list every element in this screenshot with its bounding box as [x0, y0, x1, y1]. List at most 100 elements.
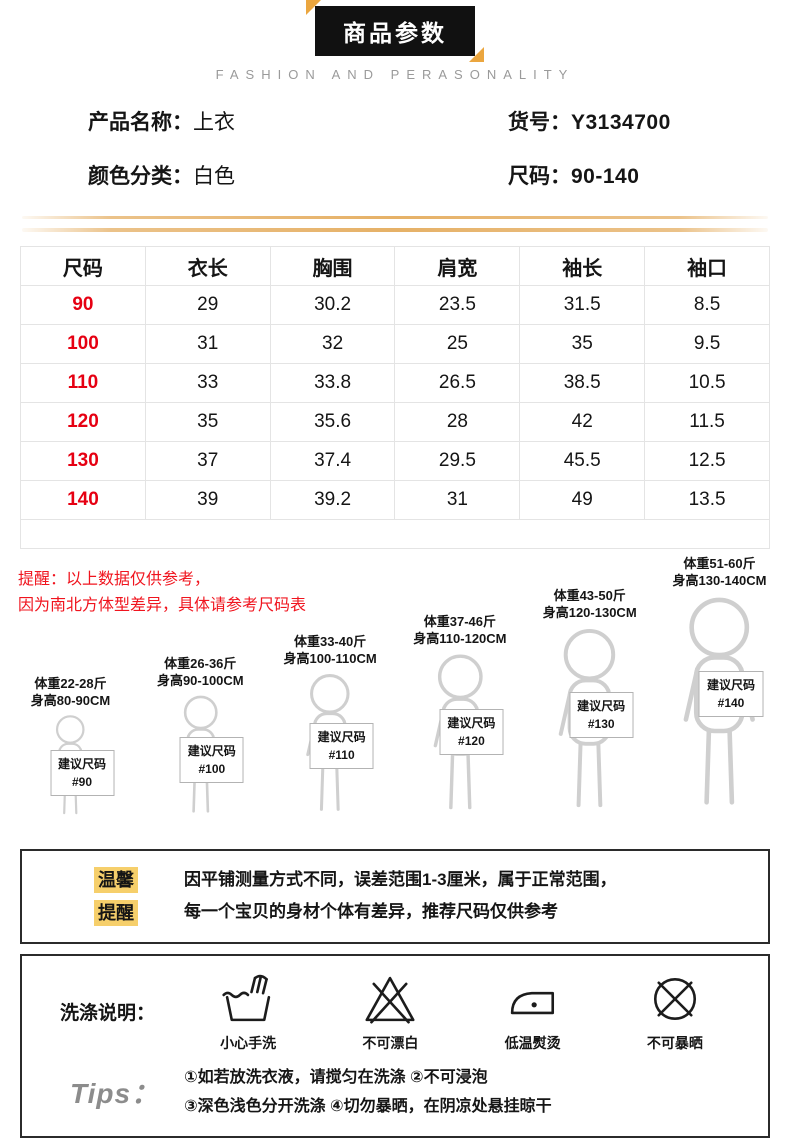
- table-spacer-row: [20, 519, 770, 549]
- value-cell: 33: [144, 363, 271, 403]
- washing-icons-row: 洗涤说明： 小心手洗: [44, 970, 746, 1053]
- no-sun-icon: [653, 977, 696, 1020]
- height-text: 身高130-140CM: [672, 573, 767, 589]
- figure: 建议尺码 #130: [535, 625, 644, 823]
- value-cell: 8.5: [644, 285, 770, 325]
- warm-text-line: 因平铺测量方式不同，误差范围1-3厘米，属于正常范围，: [184, 870, 617, 889]
- size-cell: 100: [20, 324, 146, 364]
- size-cell: 90: [20, 285, 146, 325]
- height-text: 身高90-100CM: [156, 673, 244, 689]
- divider-line: [22, 216, 768, 219]
- figure: 建议尺码 #110: [288, 671, 374, 823]
- size-guide-section: 提醒：以上数据仅供参考， 因为南北方体型差异，具体请参考尺码表 体重22-28斤…: [0, 556, 790, 825]
- value-cell: 29: [144, 285, 271, 325]
- suggested-size-label: 建议尺码: [577, 699, 626, 714]
- value-cell: 28: [394, 402, 521, 442]
- size-guide-text: 体重43-50斤 身高120-130CM: [543, 587, 637, 622]
- height-text: 身高100-110CM: [283, 651, 377, 667]
- size-guide-item: 体重43-50斤 身高120-130CM 建议尺码 #130: [525, 587, 654, 823]
- tips-label: Tips：: [70, 1078, 161, 1110]
- product-info: 产品名称：上衣 货号：Y3134700 颜色分类：白色 尺码：90-140: [0, 82, 790, 190]
- value-cell: 23.5: [394, 285, 521, 325]
- field-label: 产品名称：: [88, 111, 193, 134]
- figure: 建议尺码 #140: [656, 593, 783, 823]
- value-cell: 49: [519, 480, 646, 520]
- warm-reminder-box: 温馨 提醒 因平铺测量方式不同，误差范围1-3厘米，属于正常范围， 每一个宝贝的…: [20, 849, 770, 944]
- tips-line: ③深色浅色分开洗涤 ④切勿暴晒，在阴凉处悬挂晾干: [184, 1098, 552, 1116]
- height-text: 身高120-130CM: [542, 605, 637, 621]
- suggested-size-tag: 建议尺码 #90: [50, 750, 115, 797]
- warm-text-line: 每一个宝贝的身材个体有差异，推荐尺码仅供参考: [184, 902, 558, 922]
- figure: 建议尺码 #100: [165, 693, 244, 823]
- weight-text: 体重26-36斤: [164, 655, 237, 671]
- field-size-range: 尺码：90-140: [508, 160, 760, 190]
- warm-badge-line: 提醒: [94, 899, 138, 927]
- value-cell: 13.5: [644, 480, 770, 520]
- size-guide-item: 体重51-60斤 身高130-140CM 建议尺码 #140: [655, 555, 784, 823]
- field-item-number: 货号：Y3134700: [508, 106, 760, 136]
- size-guide-text: 体重51-60斤 身高130-140CM: [673, 555, 767, 590]
- table-row: 130 37 37.4 29.5 45.5 12.5: [20, 441, 770, 481]
- washing-item: 小心手洗: [192, 970, 304, 1053]
- field-value: 上衣: [193, 111, 235, 134]
- size-guide-item: 体重26-36斤 身高90-100CM 建议尺码 #100: [136, 655, 265, 823]
- suggested-size-value: #90: [71, 775, 93, 790]
- value-cell: 37: [144, 441, 271, 481]
- page-title: 商品参数: [306, 0, 484, 62]
- washing-caption: 小心手洗: [220, 1034, 277, 1051]
- size-guide-item: 体重33-40斤 身高100-110CM 建议尺码 #110: [266, 633, 395, 823]
- size-guide-item: 体重37-46斤 身高110-120CM 建议尺码 #120: [395, 613, 524, 823]
- size-guide-text: 体重26-36斤 身高90-100CM: [157, 655, 244, 690]
- value-cell: 32: [269, 324, 396, 364]
- size-cell: 120: [20, 402, 146, 442]
- value-cell: 35.6: [269, 402, 396, 442]
- table-row: 110 33 33.8 26.5 38.5 10.5: [20, 363, 770, 403]
- value-cell: 35: [144, 402, 271, 442]
- size-guide-figures: 体重22-28斤 身高80-90CM 建议尺码 #90 体重26-36斤 身高9…: [0, 555, 790, 823]
- value-cell: 35: [519, 324, 646, 364]
- suggested-size-tag: 建议尺码 #120: [439, 709, 504, 756]
- table-row: 100 31 32 25 35 9.5: [20, 324, 770, 364]
- size-table: 尺码 衣长 胸围 肩宽 袖长 袖口 90 29 30.2 23.5 31.5 8…: [20, 246, 770, 549]
- column-header: 尺码: [20, 246, 146, 286]
- column-header: 袖口: [644, 246, 770, 286]
- field-label: 货号：: [508, 111, 571, 134]
- value-cell: 38.5: [519, 363, 646, 403]
- suggested-size-label: 建议尺码: [58, 757, 107, 772]
- value-cell: 12.5: [644, 441, 770, 481]
- divider-line: [22, 228, 768, 232]
- size-guide-text: 体重37-46斤 身高110-120CM: [413, 613, 506, 648]
- suggested-size-tag: 建议尺码 #100: [179, 737, 244, 784]
- field-value: 90-140: [571, 165, 640, 188]
- size-cell: 130: [20, 441, 146, 481]
- value-cell: 31: [144, 324, 271, 364]
- suggested-size-tag: 建议尺码 #110: [309, 722, 374, 769]
- column-header: 肩宽: [394, 246, 521, 286]
- suggested-size-tag: 建议尺码 #140: [698, 671, 764, 718]
- value-cell: 11.5: [644, 402, 770, 442]
- weight-text: 体重51-60斤: [683, 555, 756, 571]
- warm-reminder-text: 因平铺测量方式不同，误差范围1-3厘米，属于正常范围， 每一个宝贝的身材个体有差…: [184, 864, 617, 929]
- value-cell: 9.5: [644, 324, 770, 364]
- column-header: 胸围: [269, 246, 396, 286]
- value-cell: 10.5: [644, 363, 770, 403]
- suggested-size-value: #130: [587, 717, 615, 732]
- tips-row: Tips： ①如若放洗衣液，请搅匀在洗涤 ②不可浸泡 ③深色浅色分开洗涤 ④切勿…: [44, 1063, 746, 1122]
- suggested-size-label: 建议尺码: [187, 744, 236, 759]
- table-row: 140 39 39.2 31 49 13.5: [20, 480, 770, 520]
- field-value: Y3134700: [571, 111, 671, 134]
- field-label: 颜色分类：: [88, 165, 193, 188]
- size-cell: 110: [20, 363, 146, 403]
- child-silhouette-icon: [558, 628, 621, 808]
- washing-title: 洗涤说明：: [60, 1002, 156, 1024]
- header-subtitle: FASHION AND PERASONALITY: [215, 67, 575, 82]
- value-cell: 25: [394, 324, 521, 364]
- value-cell: 33.8: [269, 363, 396, 403]
- height-text: 身高80-90CM: [30, 693, 111, 709]
- weight-text: 体重37-46斤: [423, 613, 497, 629]
- reminder-text: 提醒：以上数据仅供参考， 因为南北方体型差异，具体请参考尺码表: [18, 567, 306, 618]
- tips-text: ①如若放洗衣液，请搅匀在洗涤 ②不可浸泡 ③深色浅色分开洗涤 ④切勿暴晒，在阴凉…: [184, 1063, 552, 1122]
- washing-caption: 不可漂白: [362, 1034, 419, 1051]
- washing-item: 不可漂白: [334, 970, 446, 1053]
